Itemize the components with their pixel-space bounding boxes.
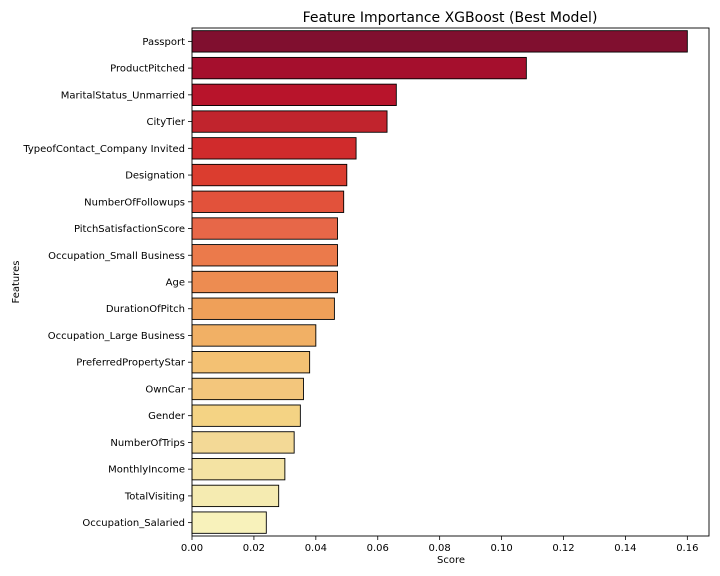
y-tick-label: Designation (125, 171, 185, 182)
x-tick-label: 0.00 (181, 543, 203, 554)
y-tick-label: Occupation_Salaried (82, 518, 185, 529)
bar-pitchsatisfactionscore (191, 217, 338, 240)
y-tick-label: MonthlyIncome (108, 465, 185, 476)
y-tick-label: ProductPitched (110, 64, 185, 75)
bar-numberoffollowups (191, 190, 345, 213)
bar-owncar (191, 377, 304, 401)
y-tick-label: Occupation_Large Business (48, 331, 185, 342)
bar-monthlyincome (191, 458, 286, 481)
y-tick-label: Gender (148, 411, 186, 422)
y-tick-label: Age (166, 278, 185, 289)
bar-occupation-small-business (191, 244, 338, 267)
x-tick-label: 0.06 (367, 543, 389, 554)
bar-maritalstatus-unmarried (191, 83, 397, 106)
bar-gender (191, 404, 301, 427)
y-tick-label: Occupation_Small Business (48, 251, 185, 262)
x-tick-label: 0.02 (243, 543, 265, 554)
bar-citytier (191, 110, 388, 133)
y-tick-label: PitchSatisfactionScore (74, 224, 185, 235)
bar-typeofcontact-company-invited (191, 137, 357, 160)
y-tick-label: CityTier (147, 117, 186, 128)
bar-age (191, 270, 338, 294)
bar-occupation-large-business (191, 324, 317, 347)
x-tick-label: 0.12 (552, 543, 574, 554)
y-tick-label: TypeofContact_Company Invited (22, 144, 185, 155)
bar-designation (191, 163, 348, 187)
y-axis-label: Features (11, 261, 22, 304)
bar-preferredpropertystar (191, 351, 311, 374)
bar-productpitched (191, 56, 527, 80)
axes-frame (191, 27, 710, 537)
y-tick-label: DurationOfPitch (106, 304, 185, 315)
x-axis-label: Score (437, 555, 465, 566)
x-tick-label: 0.16 (676, 543, 698, 554)
bar-occupation-salaried (191, 511, 267, 534)
y-tick-label: NumberOfTrips (110, 438, 185, 449)
y-tick-label: MaritalStatus_Unmarried (61, 90, 185, 101)
bar-numberoftrips (191, 431, 295, 454)
x-tick-label: 0.10 (490, 543, 512, 554)
bar-durationofpitch (191, 297, 335, 320)
plot-frame (191, 27, 710, 537)
x-tick-label: 0.14 (614, 543, 636, 554)
x-tick-group: 0.00 0.02 0.04 0.06 0.08 0.10 0.12 0.14 0.16 (181, 536, 698, 554)
bar-totalvisiting (191, 484, 280, 508)
y-tick-labels: Passport ProductPitched MaritalStatus_Unma… (22, 37, 192, 529)
y-tick-label: OwnCar (145, 384, 185, 395)
bar-passport (191, 30, 688, 53)
x-tick-label: 0.08 (429, 543, 451, 554)
chart-title: Feature Importance XGBoost (Best Model) (303, 10, 598, 26)
y-tick-label: PreferredPropertyStar (76, 358, 186, 369)
x-tick-label: 0.04 (305, 543, 327, 554)
y-tick-label: TotalVisiting (124, 491, 185, 502)
y-tick-label: Passport (142, 37, 185, 48)
bars-group (191, 30, 688, 534)
y-tick-label: NumberOfFollowups (84, 197, 185, 208)
